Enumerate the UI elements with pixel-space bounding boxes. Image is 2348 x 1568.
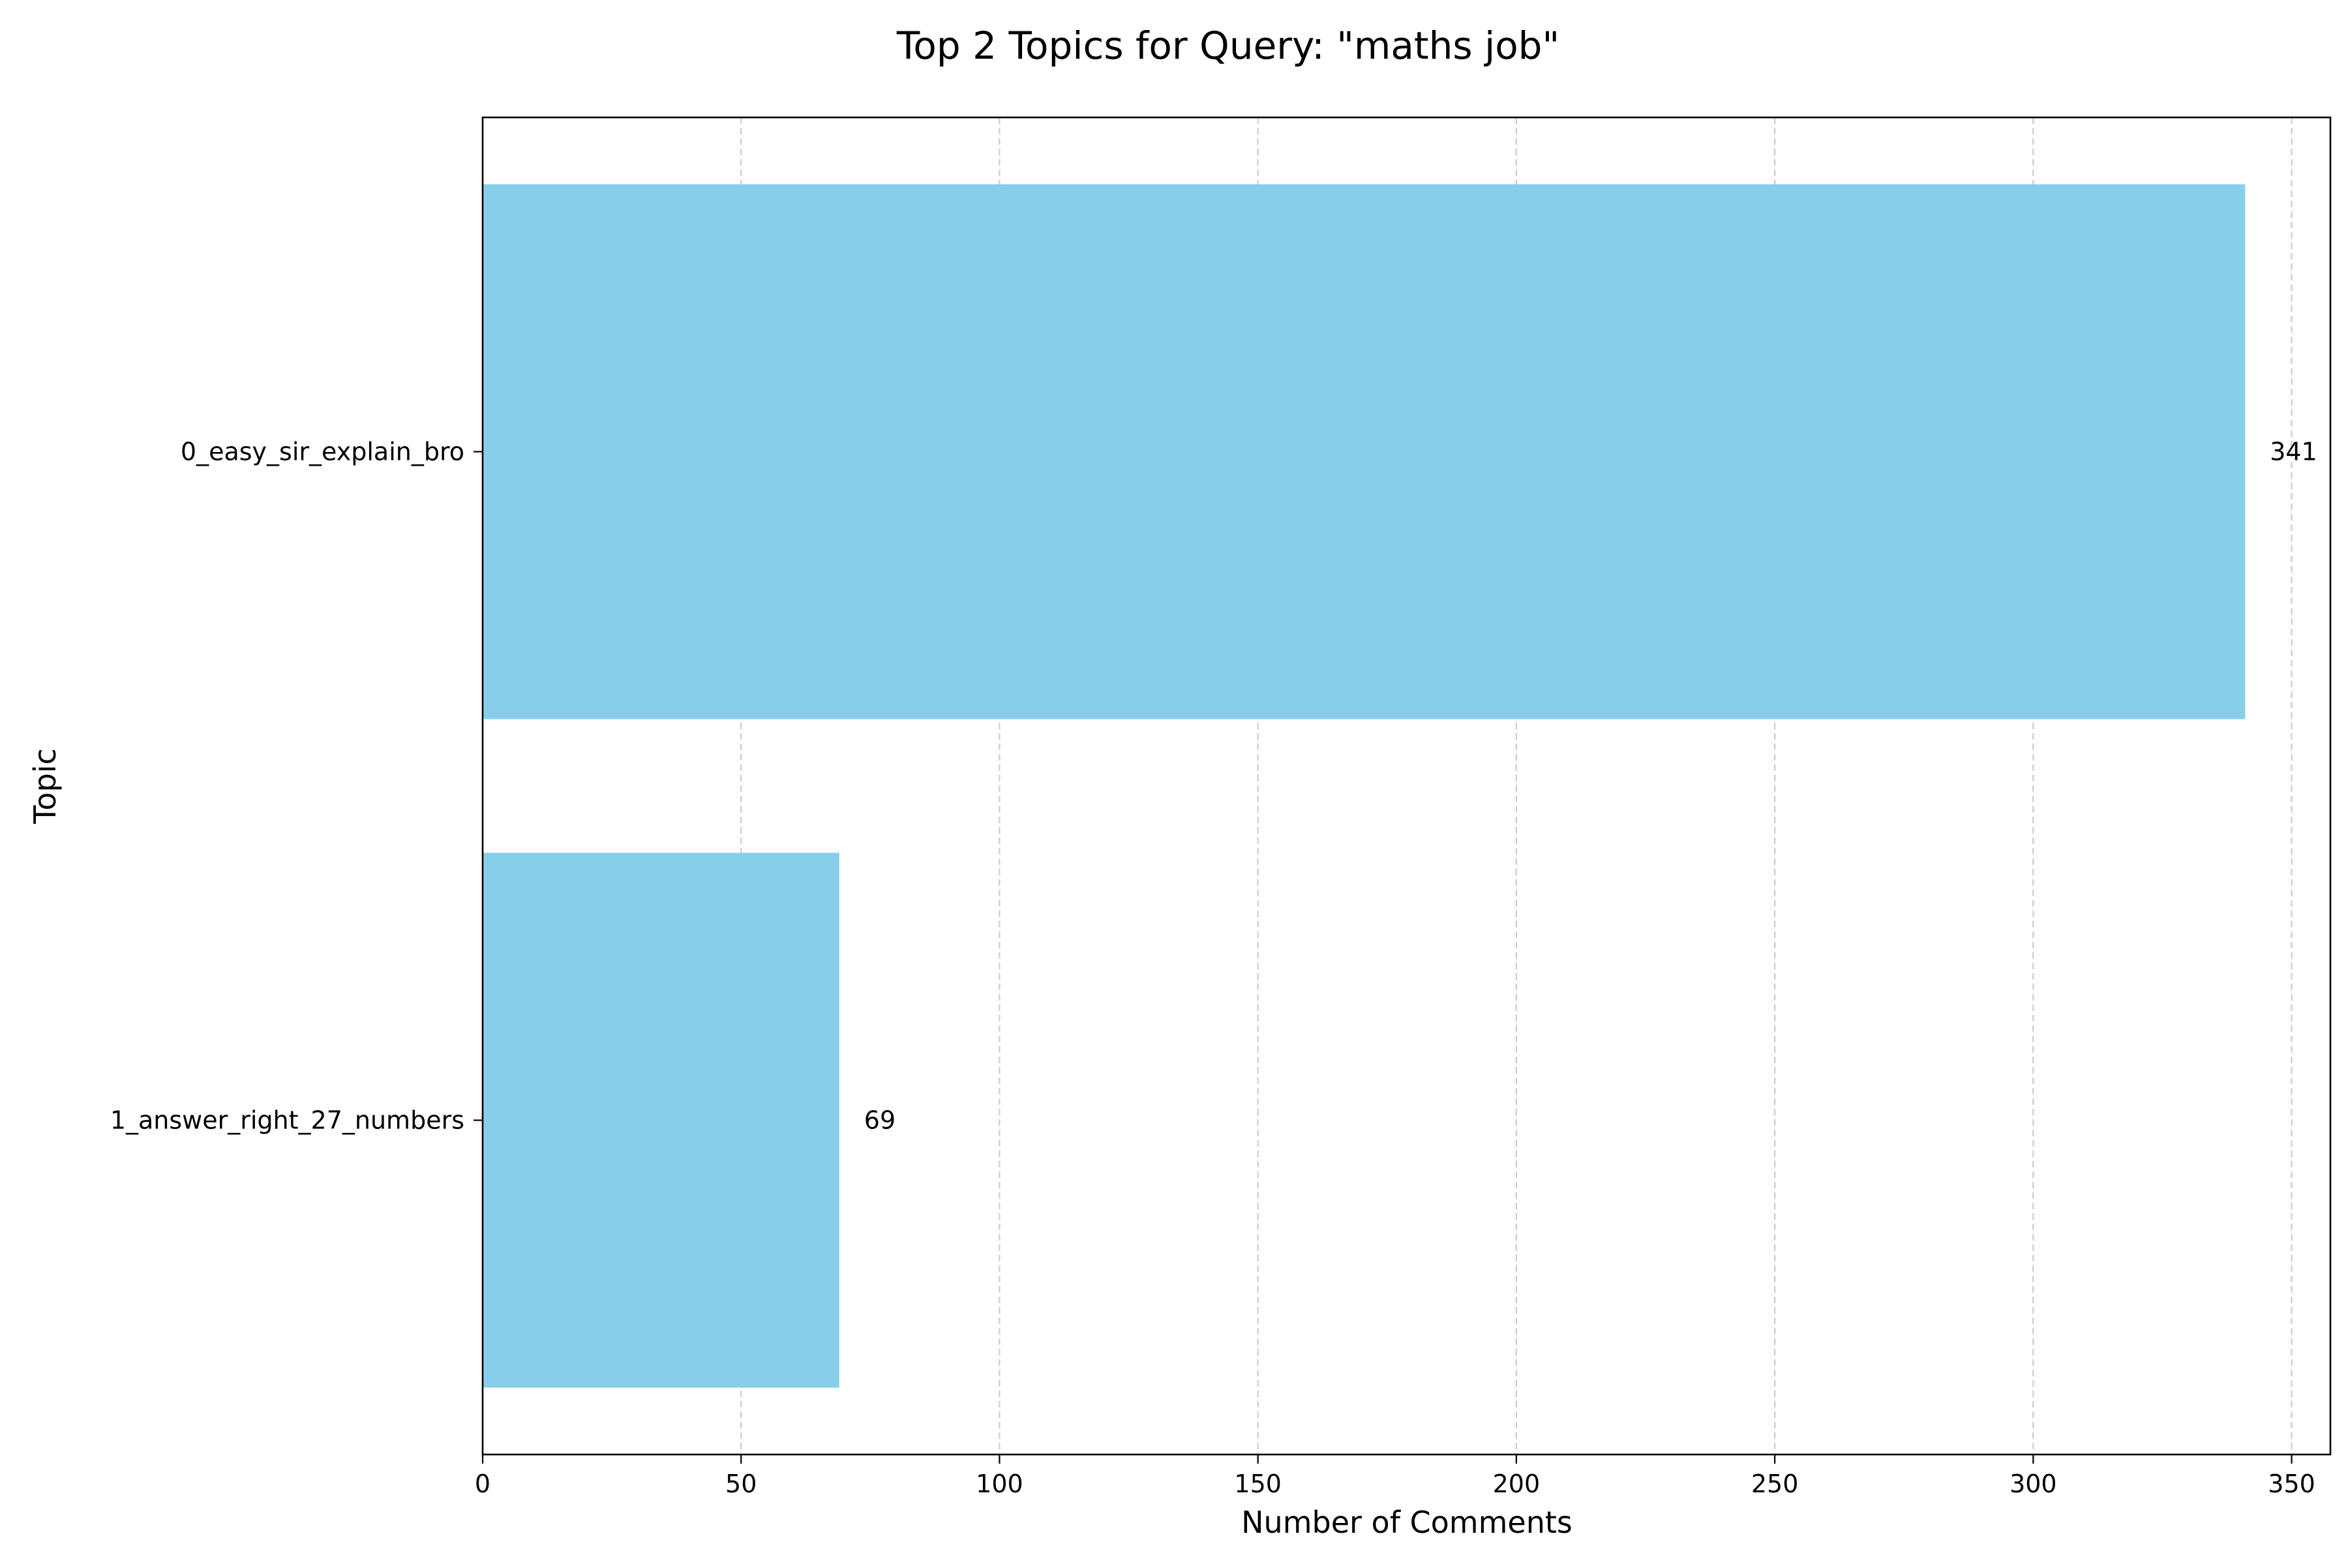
x-tick-label: 200 (1493, 1470, 1541, 1498)
y-axis-label: Topic (27, 748, 63, 824)
chart-title: Top 2 Topics for Query: "maths job" (896, 23, 1559, 68)
x-tick-label: 300 (2009, 1470, 2057, 1498)
x-tick-label: 350 (2268, 1470, 2315, 1498)
x-tick-label: 100 (976, 1470, 1023, 1498)
x-axis-label: Number of Comments (1241, 1505, 1573, 1540)
x-axis-ticks: 0 50 100 150 200 250 300 350 (475, 1455, 2315, 1498)
value-label: 69 (864, 1106, 896, 1135)
plot-frame (481, 116, 2332, 1456)
value-label: 341 (2270, 438, 2317, 466)
y-axis-ticks: 0_easy_sir_explain_bro 1_answer_right_27_… (110, 438, 483, 1135)
x-tick-label: 150 (1234, 1470, 1282, 1498)
x-tick-label: 50 (725, 1470, 757, 1498)
value-labels: 341 69 (864, 438, 2317, 1135)
bar (483, 852, 839, 1388)
bars (483, 184, 2246, 1388)
x-tick-label: 0 (475, 1470, 490, 1498)
y-tick-label: 0_easy_sir_explain_bro (181, 438, 464, 466)
bar (483, 184, 2246, 719)
x-tick-label: 250 (1751, 1470, 1799, 1498)
y-tick-label: 1_answer_right_27_numbers (110, 1106, 464, 1135)
